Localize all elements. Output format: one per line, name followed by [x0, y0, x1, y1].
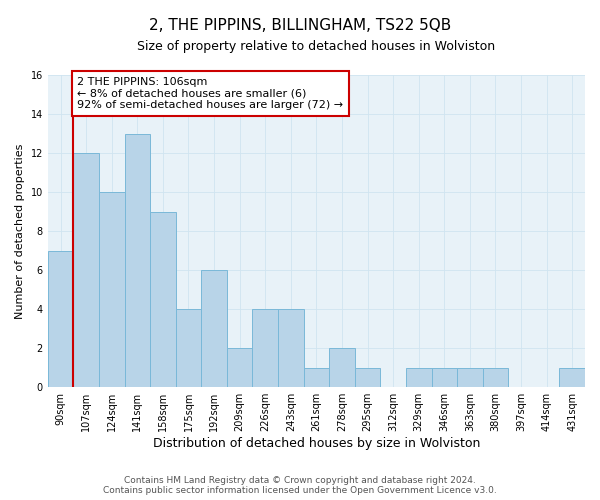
Bar [482, 368, 508, 387]
Text: 2 THE PIPPINS: 106sqm
← 8% of detached houses are smaller (6)
92% of semi-detach: 2 THE PIPPINS: 106sqm ← 8% of detached h… [77, 77, 343, 110]
Bar [150, 212, 176, 387]
Text: 2, THE PIPPINS, BILLINGHAM, TS22 5QB: 2, THE PIPPINS, BILLINGHAM, TS22 5QB [149, 18, 451, 32]
Bar [201, 270, 227, 387]
Bar [329, 348, 355, 387]
Bar [406, 368, 431, 387]
Bar [48, 250, 73, 387]
Bar [559, 368, 585, 387]
Bar [278, 309, 304, 387]
Bar [176, 309, 201, 387]
X-axis label: Distribution of detached houses by size in Wolviston: Distribution of detached houses by size … [153, 437, 480, 450]
Text: Contains HM Land Registry data © Crown copyright and database right 2024.
Contai: Contains HM Land Registry data © Crown c… [103, 476, 497, 495]
Bar [99, 192, 125, 387]
Bar [431, 368, 457, 387]
Bar [73, 153, 99, 387]
Bar [457, 368, 482, 387]
Title: Size of property relative to detached houses in Wolviston: Size of property relative to detached ho… [137, 40, 496, 53]
Bar [227, 348, 253, 387]
Bar [304, 368, 329, 387]
Y-axis label: Number of detached properties: Number of detached properties [15, 144, 25, 319]
Bar [355, 368, 380, 387]
Bar [125, 134, 150, 387]
Bar [253, 309, 278, 387]
